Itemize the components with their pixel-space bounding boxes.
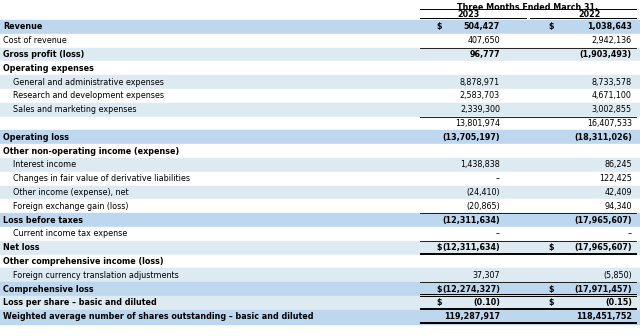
Text: 118,451,752: 118,451,752 [576, 312, 632, 321]
Text: $: $ [436, 298, 442, 307]
Text: Interest income: Interest income [13, 160, 76, 169]
Text: Other comprehensive income (loss): Other comprehensive income (loss) [3, 257, 164, 266]
Text: 2023: 2023 [457, 10, 479, 19]
Text: 94,340: 94,340 [605, 202, 632, 211]
Text: Other non-operating income (expense): Other non-operating income (expense) [3, 146, 179, 156]
Text: 37,307: 37,307 [472, 271, 500, 280]
Text: (17,971,457): (17,971,457) [574, 285, 632, 294]
Text: (12,311,634): (12,311,634) [442, 243, 500, 252]
Text: Revenue: Revenue [3, 23, 42, 31]
Bar [0, 34, 640, 48]
Bar [0, 213, 640, 227]
Text: (1,903,493): (1,903,493) [580, 50, 632, 59]
Text: 1,038,643: 1,038,643 [587, 23, 632, 31]
Text: $: $ [548, 243, 554, 252]
Text: 2022: 2022 [579, 10, 601, 19]
Text: 1,438,838: 1,438,838 [460, 160, 500, 169]
Text: –: – [496, 229, 500, 239]
Text: 96,777: 96,777 [469, 50, 500, 59]
Text: 42,409: 42,409 [604, 188, 632, 197]
Text: (13,705,197): (13,705,197) [442, 133, 500, 142]
Bar [0, 227, 640, 241]
Text: Loss before taxes: Loss before taxes [3, 216, 83, 224]
Text: Changes in fair value of derivative liabilities: Changes in fair value of derivative liab… [13, 174, 190, 183]
Text: 2,583,703: 2,583,703 [460, 91, 500, 100]
Text: $: $ [436, 23, 442, 31]
Bar [0, 268, 640, 282]
Text: Comprehensive loss: Comprehensive loss [3, 285, 93, 294]
Bar [0, 158, 640, 172]
Text: Research and development expenses: Research and development expenses [13, 91, 164, 100]
Bar [0, 185, 640, 199]
Text: –: – [496, 174, 500, 183]
Text: $: $ [548, 285, 554, 294]
Bar [0, 199, 640, 213]
Bar [0, 20, 640, 34]
Text: (0.10): (0.10) [473, 298, 500, 307]
Text: 2,339,300: 2,339,300 [460, 105, 500, 114]
Text: Current income tax expense: Current income tax expense [13, 229, 127, 239]
Bar [0, 89, 640, 103]
Text: 4,671,100: 4,671,100 [592, 91, 632, 100]
Text: 122,425: 122,425 [599, 174, 632, 183]
Text: –: – [628, 229, 632, 239]
Text: (24,410): (24,410) [467, 188, 500, 197]
Text: Sales and marketing expenses: Sales and marketing expenses [13, 105, 136, 114]
Text: 13,801,974: 13,801,974 [455, 119, 500, 128]
Text: Foreign currency translation adjustments: Foreign currency translation adjustments [13, 271, 179, 280]
Text: (12,311,634): (12,311,634) [442, 216, 500, 224]
Bar [0, 282, 640, 296]
Text: (18,311,026): (18,311,026) [574, 133, 632, 142]
Bar [0, 117, 640, 130]
Text: 16,407,533: 16,407,533 [587, 119, 632, 128]
Text: Weighted average number of shares outstanding – basic and diluted: Weighted average number of shares outsta… [3, 312, 314, 321]
Text: Cost of revenue: Cost of revenue [3, 36, 67, 45]
Bar [0, 48, 640, 61]
Text: General and administrative expenses: General and administrative expenses [13, 78, 164, 87]
Bar [0, 172, 640, 185]
Bar [0, 75, 640, 89]
Bar [0, 103, 640, 117]
Text: $: $ [548, 298, 554, 307]
Text: $: $ [436, 243, 442, 252]
Bar [0, 144, 640, 158]
Text: (0.15): (0.15) [605, 298, 632, 307]
Text: (17,965,607): (17,965,607) [574, 243, 632, 252]
Text: 3,002,855: 3,002,855 [592, 105, 632, 114]
Text: 86,245: 86,245 [604, 160, 632, 169]
Text: 8,733,578: 8,733,578 [592, 78, 632, 87]
Bar [0, 255, 640, 268]
Text: Gross profit (loss): Gross profit (loss) [3, 50, 84, 59]
Text: $: $ [436, 285, 442, 294]
Text: 8,878,971: 8,878,971 [460, 78, 500, 87]
Bar [0, 310, 640, 324]
Text: Foreign exchange gain (loss): Foreign exchange gain (loss) [13, 202, 129, 211]
Text: Net loss: Net loss [3, 243, 40, 252]
Text: Operating expenses: Operating expenses [3, 64, 94, 73]
Text: 2,942,136: 2,942,136 [592, 36, 632, 45]
Text: (12,274,327): (12,274,327) [442, 285, 500, 294]
Text: 407,650: 407,650 [467, 36, 500, 45]
Text: Three Months Ended March 31,: Three Months Ended March 31, [458, 3, 598, 12]
Bar [0, 61, 640, 75]
Text: (5,850): (5,850) [604, 271, 632, 280]
Text: Other income (expense), net: Other income (expense), net [13, 188, 129, 197]
Text: $: $ [548, 23, 554, 31]
Text: Loss per share – basic and diluted: Loss per share – basic and diluted [3, 298, 157, 307]
Text: (17,965,607): (17,965,607) [574, 216, 632, 224]
Text: 119,287,917: 119,287,917 [444, 312, 500, 321]
Text: 504,427: 504,427 [464, 23, 500, 31]
Bar [0, 241, 640, 255]
Bar [0, 130, 640, 144]
Text: (20,865): (20,865) [467, 202, 500, 211]
Bar [0, 296, 640, 310]
Text: Operating loss: Operating loss [3, 133, 69, 142]
